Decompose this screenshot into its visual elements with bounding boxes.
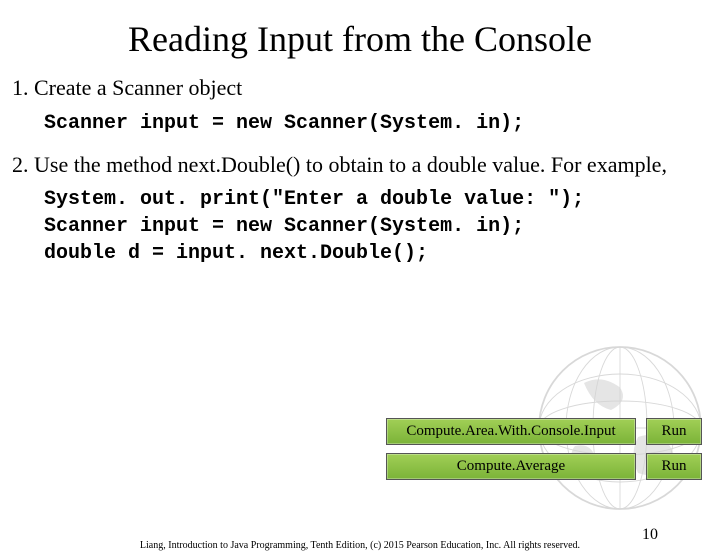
compute-average-button[interactable]: Compute.Average — [386, 453, 636, 480]
run-button-2[interactable]: Run — [646, 453, 702, 480]
run-button-1[interactable]: Run — [646, 418, 702, 445]
compute-area-button[interactable]: Compute.Area.With.Console.Input — [386, 418, 636, 445]
page-number: 10 — [642, 526, 658, 544]
step-2-text: 2. Use the method next.Double() to obtai… — [12, 151, 708, 179]
button-row-2: Compute.Average Run — [386, 453, 702, 480]
footer-citation: Liang, Introduction to Java Programming,… — [36, 540, 684, 552]
code-block-2: System. out. print("Enter a double value… — [44, 186, 720, 267]
button-area: Compute.Area.With.Console.Input Run Comp… — [386, 418, 702, 488]
slide-title: Reading Input from the Console — [0, 18, 720, 60]
button-row-1: Compute.Area.With.Console.Input Run — [386, 418, 702, 445]
step-1-text: 1. Create a Scanner object — [12, 74, 708, 102]
code-block-1: Scanner input = new Scanner(System. in); — [44, 110, 720, 137]
